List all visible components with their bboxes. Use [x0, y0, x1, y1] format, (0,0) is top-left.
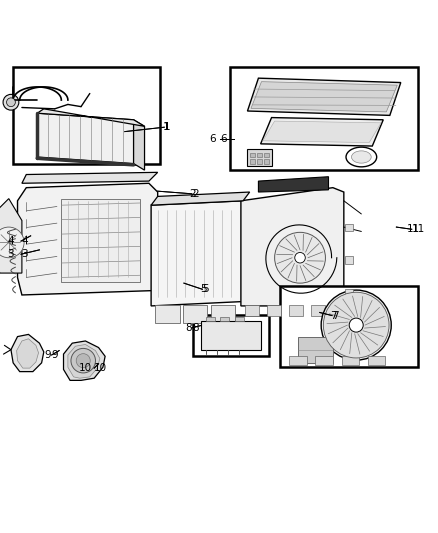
- Text: 4: 4: [7, 236, 14, 246]
- Polygon shape: [247, 78, 401, 115]
- Polygon shape: [151, 201, 243, 306]
- Circle shape: [0, 227, 24, 258]
- Bar: [250, 159, 255, 164]
- Polygon shape: [68, 344, 100, 378]
- Bar: [155, 305, 180, 324]
- Polygon shape: [22, 172, 158, 183]
- Circle shape: [275, 232, 325, 283]
- Bar: [315, 356, 333, 365]
- Bar: [220, 317, 229, 321]
- Circle shape: [76, 354, 90, 368]
- Bar: [247, 149, 272, 166]
- Bar: [280, 286, 418, 367]
- Text: 8: 8: [185, 323, 192, 333]
- Circle shape: [7, 98, 15, 107]
- Bar: [257, 159, 262, 164]
- Text: 5: 5: [200, 284, 207, 294]
- Text: 6: 6: [209, 134, 216, 143]
- Text: 9: 9: [44, 350, 51, 360]
- Polygon shape: [37, 113, 134, 164]
- Text: 4: 4: [21, 236, 28, 246]
- Circle shape: [349, 318, 363, 332]
- Bar: [289, 356, 307, 365]
- Bar: [264, 153, 269, 157]
- Bar: [235, 317, 244, 321]
- Circle shape: [323, 292, 389, 358]
- Ellipse shape: [351, 151, 371, 163]
- Circle shape: [3, 94, 19, 110]
- Circle shape: [295, 253, 305, 263]
- Text: 11: 11: [412, 224, 425, 235]
- Bar: [245, 305, 259, 316]
- Polygon shape: [263, 121, 381, 142]
- Bar: [211, 305, 235, 324]
- Bar: [206, 317, 215, 321]
- Polygon shape: [241, 188, 344, 306]
- Polygon shape: [261, 118, 383, 146]
- Text: 3: 3: [21, 249, 28, 259]
- Bar: [230, 67, 418, 170]
- Polygon shape: [17, 339, 39, 368]
- Polygon shape: [134, 120, 145, 170]
- Text: 5: 5: [202, 284, 209, 294]
- Circle shape: [71, 349, 95, 373]
- Text: 3: 3: [7, 249, 14, 259]
- Text: 7: 7: [332, 311, 339, 320]
- Bar: [250, 153, 255, 157]
- Bar: [368, 356, 385, 365]
- Polygon shape: [258, 177, 328, 192]
- Bar: [267, 305, 281, 316]
- Polygon shape: [64, 341, 105, 381]
- Text: 2: 2: [189, 189, 196, 199]
- Bar: [61, 199, 140, 282]
- Text: 11: 11: [407, 224, 420, 235]
- Text: 6: 6: [220, 134, 226, 143]
- Bar: [13, 67, 160, 164]
- Polygon shape: [0, 199, 22, 273]
- Polygon shape: [251, 82, 397, 112]
- Bar: [345, 289, 353, 297]
- Polygon shape: [18, 183, 158, 295]
- Bar: [311, 305, 325, 316]
- Bar: [201, 321, 261, 350]
- Ellipse shape: [346, 147, 377, 167]
- Text: 1: 1: [163, 122, 170, 132]
- Bar: [183, 305, 207, 324]
- Bar: [342, 356, 359, 365]
- Circle shape: [321, 290, 391, 360]
- Bar: [257, 153, 262, 157]
- Text: 1: 1: [164, 122, 171, 132]
- Text: 9: 9: [52, 350, 58, 360]
- Polygon shape: [37, 109, 145, 126]
- Bar: [264, 159, 269, 164]
- Bar: [345, 223, 353, 231]
- Bar: [345, 256, 353, 264]
- Polygon shape: [151, 192, 250, 205]
- Text: 7: 7: [330, 311, 337, 320]
- Text: 8: 8: [192, 323, 198, 333]
- Text: 10: 10: [79, 363, 92, 373]
- Polygon shape: [11, 334, 44, 372]
- Text: 2: 2: [192, 189, 198, 199]
- Bar: [289, 305, 303, 316]
- Text: 10: 10: [94, 363, 107, 373]
- Bar: [298, 336, 333, 363]
- Bar: [193, 314, 269, 356]
